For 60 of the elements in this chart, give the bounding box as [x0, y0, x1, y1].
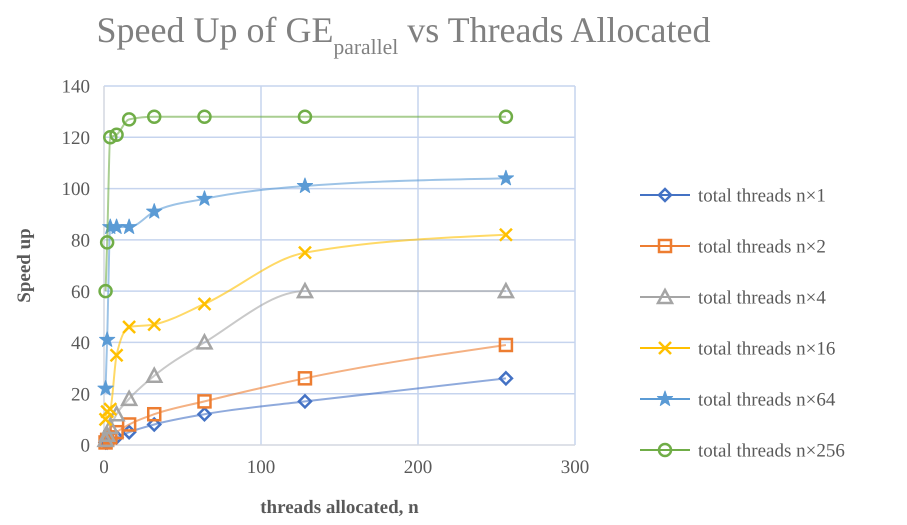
- point: [122, 112, 136, 127]
- point: [121, 218, 138, 234]
- point: [97, 380, 114, 396]
- point: [109, 348, 124, 362]
- point: [197, 110, 212, 124]
- x-tick-label: 200: [404, 457, 432, 478]
- point: [498, 282, 514, 298]
- point: [120, 390, 138, 406]
- point: [100, 235, 114, 250]
- point: [498, 371, 514, 386]
- point: [103, 130, 118, 145]
- x-tick-label: 100: [246, 457, 276, 478]
- legend-label: total threads n×2: [698, 236, 826, 258]
- point: [98, 412, 113, 427]
- point: [197, 406, 212, 422]
- point: [100, 404, 114, 419]
- point: [122, 417, 136, 432]
- point: [146, 203, 162, 219]
- y-tick-label: 140: [62, 76, 90, 98]
- point: [197, 296, 212, 312]
- point: [146, 368, 162, 384]
- point: [98, 284, 113, 298]
- point: [298, 394, 312, 409]
- y-tick-label: 60: [71, 282, 90, 303]
- legend-label: total threads n×16: [698, 338, 836, 360]
- y-tick-label: 80: [71, 230, 90, 252]
- point: [146, 110, 162, 124]
- point: [146, 406, 162, 422]
- point: [296, 282, 314, 298]
- point: [196, 334, 213, 350]
- point: [109, 127, 124, 142]
- y-tick-label: 40: [71, 333, 90, 354]
- legend-label: total threads n×64: [698, 390, 836, 411]
- point: [197, 394, 212, 409]
- legend-label: total threads n×4: [698, 288, 826, 309]
- legend-label: total threads n×1: [698, 186, 826, 207]
- point: [196, 190, 213, 206]
- y-tick-label: 0: [80, 436, 90, 457]
- chart-title: Speed Up of GE$_{parallel}$ vs Threads Allocated: [96, 10, 710, 59]
- point: [498, 227, 514, 242]
- point: [498, 110, 514, 124]
- x-axis-title: threads allocated, n: [260, 497, 420, 518]
- x-tick-label: 0: [99, 457, 109, 478]
- point: [99, 331, 116, 347]
- point: [298, 371, 312, 386]
- point: [498, 170, 514, 186]
- point: [146, 317, 162, 332]
- point: [298, 110, 312, 124]
- point: [296, 178, 314, 193]
- y-tick-label: 120: [62, 128, 90, 149]
- point: [103, 402, 118, 416]
- point: [498, 338, 514, 352]
- y-tick-label: 100: [62, 179, 90, 200]
- x-tick-label: 300: [560, 457, 590, 478]
- legend-label: total threads n×256: [698, 440, 845, 462]
- point: [98, 426, 116, 442]
- point: [298, 245, 312, 260]
- point: [122, 320, 136, 334]
- y-tick-label: 20: [71, 384, 90, 406]
- y-axis-title: Speed up: [14, 228, 35, 303]
